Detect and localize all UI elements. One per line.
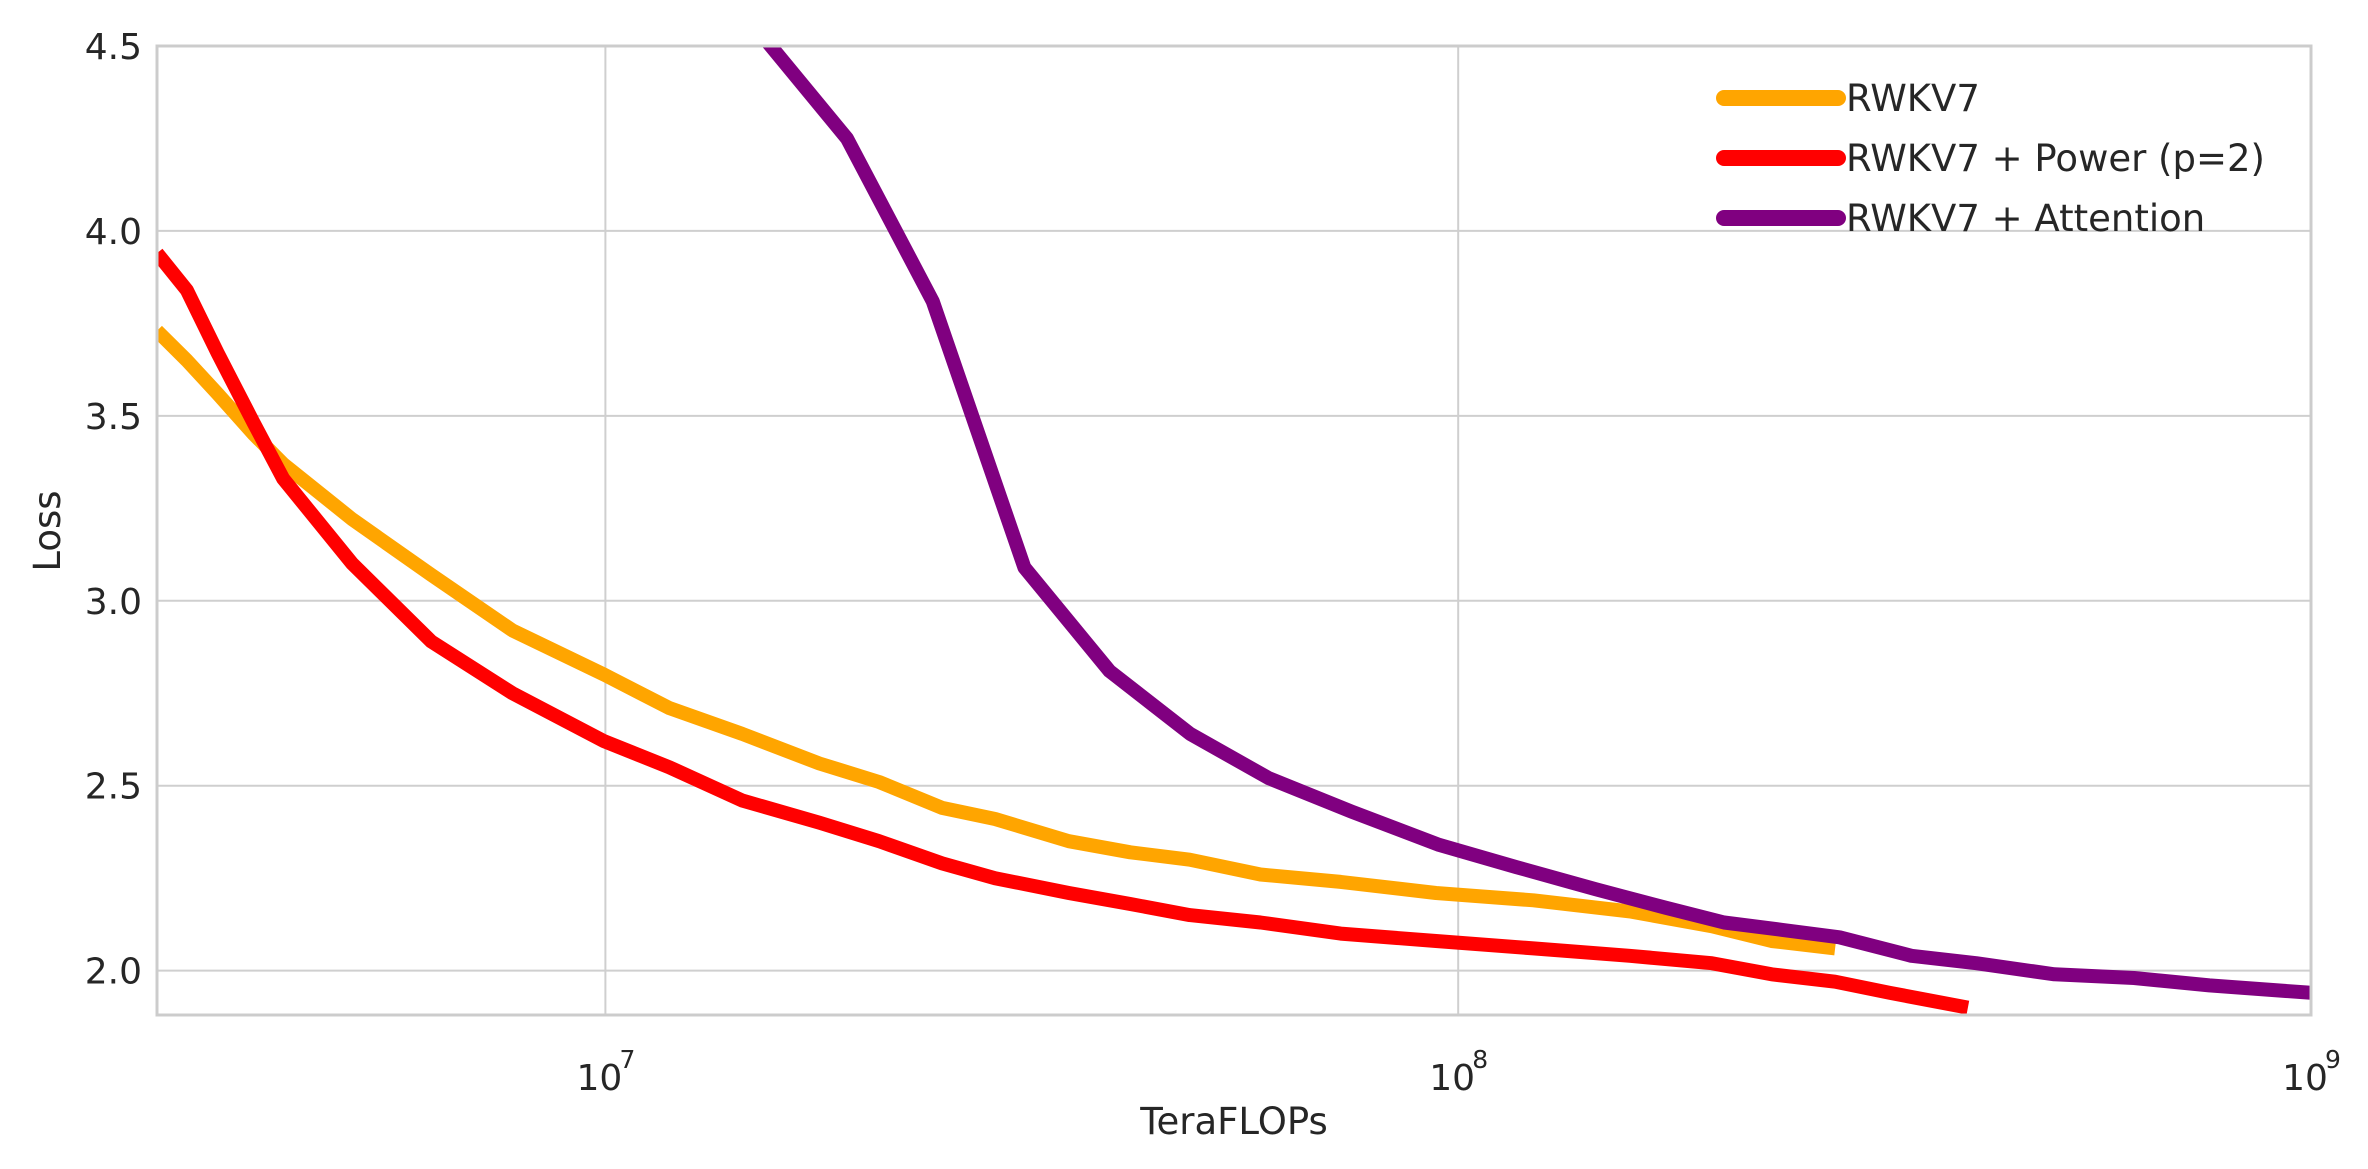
x-tick-label: 109 bbox=[2282, 1045, 2341, 1099]
y-tick-label: 3.0 bbox=[85, 582, 142, 623]
legend: RWKV7 RWKV7 + Power (p=2) RWKV7 + Attentio… bbox=[1716, 77, 2265, 240]
series-line-2 bbox=[157, 248, 1970, 1015]
x-tick-label: 108 bbox=[1429, 1045, 1488, 1099]
x-tick-exponent: 7 bbox=[619, 1045, 635, 1074]
x-tick-exponent: 8 bbox=[1472, 1045, 1488, 1074]
legend-item: RWKV7 + Power (p=2) bbox=[1716, 137, 2265, 180]
x-tick-exponent: 9 bbox=[2325, 1045, 2341, 1074]
x-tick-base: 10 bbox=[1429, 1058, 1475, 1099]
x-tick-base: 10 bbox=[576, 1058, 622, 1099]
series-line-1 bbox=[157, 325, 1836, 956]
plot-area bbox=[157, 46, 2311, 1015]
y-tick-label: 4.5 bbox=[85, 27, 142, 68]
legend-label: RWKV7 bbox=[1846, 77, 1980, 120]
legend-item: RWKV7 bbox=[1716, 77, 1980, 120]
x-axis-label: TeraFLOPs bbox=[1139, 1100, 1328, 1143]
grid bbox=[157, 46, 2311, 1015]
y-tick-label: 3.5 bbox=[85, 397, 142, 438]
y-tick-label: 2.0 bbox=[85, 952, 142, 993]
y-axis-ticks: 2.0 2.5 3.0 3.5 4.0 4.5 bbox=[85, 27, 142, 993]
plot-frame bbox=[155, 44, 2313, 1017]
legend-label: RWKV7 + Attention bbox=[1846, 197, 2205, 240]
series-line-3 bbox=[762, 46, 2311, 1000]
y-tick-label: 4.0 bbox=[85, 212, 142, 253]
x-axis-ticks: 107 108 109 bbox=[576, 1045, 2340, 1099]
legend-label: RWKV7 + Power (p=2) bbox=[1846, 137, 2265, 180]
x-tick-label: 107 bbox=[576, 1045, 635, 1099]
y-axis-label: Loss bbox=[26, 490, 69, 571]
y-tick-label: 2.5 bbox=[85, 767, 142, 808]
x-tick-base: 10 bbox=[2282, 1058, 2328, 1099]
legend-item: RWKV7 + Attention bbox=[1716, 197, 2205, 240]
